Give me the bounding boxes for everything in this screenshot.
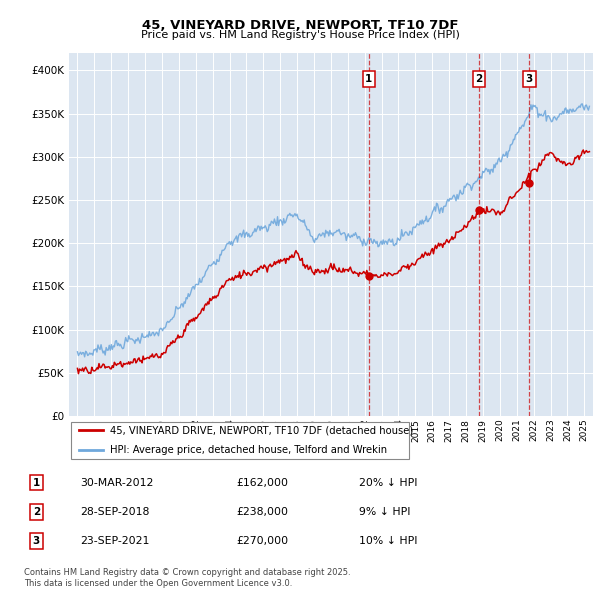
Text: 10% ↓ HPI: 10% ↓ HPI: [359, 536, 418, 546]
FancyBboxPatch shape: [71, 422, 409, 458]
Text: 28-SEP-2018: 28-SEP-2018: [80, 507, 149, 517]
Text: 20% ↓ HPI: 20% ↓ HPI: [359, 477, 418, 487]
Text: 9% ↓ HPI: 9% ↓ HPI: [359, 507, 410, 517]
Text: £270,000: £270,000: [236, 536, 288, 546]
Text: 45, VINEYARD DRIVE, NEWPORT, TF10 7DF: 45, VINEYARD DRIVE, NEWPORT, TF10 7DF: [142, 19, 458, 32]
Text: 2: 2: [32, 507, 40, 517]
Text: 45, VINEYARD DRIVE, NEWPORT, TF10 7DF (detached house): 45, VINEYARD DRIVE, NEWPORT, TF10 7DF (d…: [110, 425, 413, 435]
Text: £162,000: £162,000: [236, 477, 288, 487]
Text: 30-MAR-2012: 30-MAR-2012: [80, 477, 153, 487]
Text: Price paid vs. HM Land Registry's House Price Index (HPI): Price paid vs. HM Land Registry's House …: [140, 30, 460, 40]
Text: 3: 3: [526, 74, 533, 84]
Text: 3: 3: [32, 536, 40, 546]
Text: £238,000: £238,000: [236, 507, 288, 517]
Text: 23-SEP-2021: 23-SEP-2021: [80, 536, 149, 546]
Text: 1: 1: [365, 74, 373, 84]
Text: 1: 1: [32, 477, 40, 487]
Text: 2: 2: [475, 74, 482, 84]
Text: Contains HM Land Registry data © Crown copyright and database right 2025.
This d: Contains HM Land Registry data © Crown c…: [24, 568, 350, 588]
Text: HPI: Average price, detached house, Telford and Wrekin: HPI: Average price, detached house, Telf…: [110, 445, 387, 455]
